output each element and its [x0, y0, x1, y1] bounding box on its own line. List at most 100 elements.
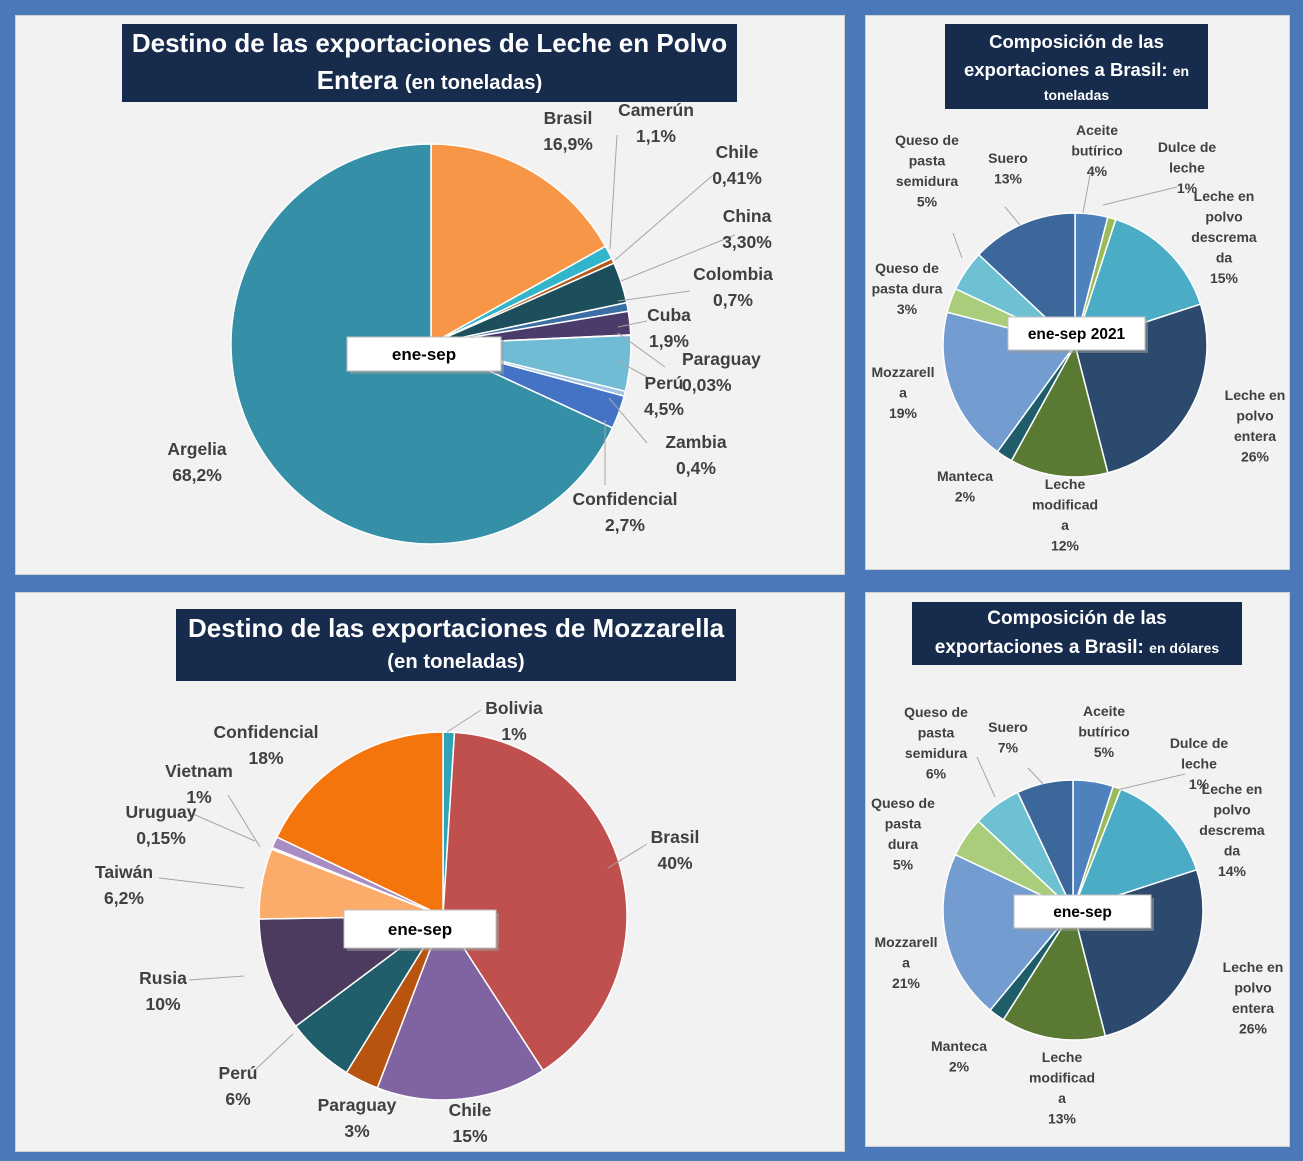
data-label-line: Aceite	[1083, 703, 1125, 719]
title-line-1: Composición de las	[987, 608, 1167, 629]
data-label-line: 4,5%	[644, 399, 684, 419]
data-label-line: 12%	[1051, 538, 1080, 554]
data-label-line: 3%	[897, 301, 918, 317]
leader-line-dulce-de-leche	[1116, 773, 1186, 791]
data-label-line: Dulce de	[1170, 735, 1229, 751]
leader-line-bolivia	[446, 709, 482, 733]
data-label-line: Leche en	[1223, 959, 1284, 975]
data-label-line: 18%	[248, 748, 283, 768]
title-line-2: Entera (en toneladas)	[317, 62, 543, 102]
data-label-line: a	[1061, 517, 1069, 533]
data-label-line: Paraguay	[318, 1095, 397, 1115]
data-label-line: 0,7%	[713, 290, 753, 310]
data-label-dulce-de-leche: Dulce de leche 1%	[1158, 139, 1217, 196]
data-label-line: Perú	[645, 373, 684, 393]
pie-chart-leche-polvo: Brasil 16,9% Camerún 1,1% Chile 0,41% China 3,3…	[167, 100, 773, 545]
data-label-line: Aceite	[1076, 122, 1118, 138]
data-label-camerun: Camerún 1,1%	[618, 100, 694, 146]
data-label-line: da	[1224, 843, 1241, 859]
data-label-line: 0,4%	[676, 458, 716, 478]
data-label-line: Cuba	[647, 305, 691, 325]
data-label-line: a	[899, 385, 907, 401]
leader-line-paraguay	[617, 332, 666, 368]
leader-line-peru	[254, 1033, 294, 1071]
data-label-queso-de-pasta-semidura: Queso de pasta semidura 5%	[895, 132, 959, 210]
data-label-china: China 3,30%	[722, 206, 772, 252]
data-label-rusia: Rusia 10%	[139, 968, 187, 1014]
data-label-leche-en-polvo-descrema-da: Leche en polvo descrema da 14%	[1199, 781, 1265, 879]
data-label-line: 5%	[1094, 744, 1115, 760]
data-label-line: polvo	[1205, 209, 1242, 225]
data-label-suero: Suero 7%	[988, 719, 1028, 756]
data-label-line: Confidencial	[213, 722, 318, 742]
data-label-line: Zambia	[665, 432, 727, 452]
data-label-line: modificad	[1032, 497, 1098, 513]
data-label-line: Colombia	[693, 264, 773, 284]
data-label-chile: Chile 0,41%	[712, 142, 762, 188]
data-label-paraguay: Paraguay 0,03%	[682, 349, 761, 395]
data-label-line: 1,1%	[636, 126, 676, 146]
data-label-dulce-de-leche: Dulce de leche 1%	[1170, 735, 1229, 792]
data-label-manteca: Manteca 2%	[931, 1038, 987, 1075]
data-label-line: pasta	[918, 725, 955, 741]
data-label-line: descrema	[1191, 229, 1257, 245]
data-label-suero: Suero 13%	[988, 150, 1028, 187]
chart-title-leche-polvo: Destino de las exportaciones de Leche en…	[122, 24, 737, 102]
data-label-line: a	[902, 955, 910, 971]
data-label-line: Vietnam	[165, 761, 233, 781]
data-label-queso-de-pasta-dura: Queso de pasta dura 5%	[871, 795, 935, 873]
data-label-line: Argelia	[167, 439, 227, 459]
pie-chart-brasil-toneladas: Aceite butírico 4%Dulce de leche 1%Leche en p…	[871, 122, 1286, 554]
leader-line-vietnam	[227, 794, 261, 848]
data-label-line: Manteca	[931, 1038, 987, 1054]
data-label-vietnam: Vietnam 1%	[165, 761, 233, 807]
data-label-line: Brasil	[544, 108, 593, 128]
pie-slice-suero	[1016, 779, 1074, 911]
data-label-line: Brasil	[651, 827, 700, 847]
data-label-brasil: Brasil 40%	[651, 827, 700, 873]
data-label-line: Mozzarell	[871, 364, 934, 380]
title-line-2: exportaciones a Brasil: en dólares	[935, 633, 1219, 663]
data-label-mozzarell-a: Mozzarell a 19%	[871, 364, 934, 421]
data-label-line: entera	[1234, 428, 1276, 444]
data-label-line: 21%	[892, 975, 921, 991]
data-label-line: Perú	[219, 1063, 258, 1083]
data-label-zambia: Zambia 0,4%	[665, 432, 727, 478]
data-label-line: Suero	[988, 719, 1028, 735]
data-label-line: 2%	[955, 489, 976, 505]
data-label-line: 40%	[657, 853, 692, 873]
data-label-line: 6%	[225, 1089, 251, 1109]
data-label-line: 7%	[998, 740, 1019, 756]
data-label-line: 13%	[994, 171, 1023, 187]
data-label-line: butírico	[1078, 724, 1129, 740]
data-label-line: 68,2%	[172, 465, 222, 485]
data-label-line: pasta	[909, 153, 946, 169]
data-label-confidencial: Confidencial 2,7%	[572, 489, 677, 535]
data-label-line: Leche en	[1194, 188, 1255, 204]
leader-line-cuba	[617, 320, 648, 328]
leader-line-peru	[617, 360, 648, 378]
data-label-line: China	[723, 206, 772, 226]
data-label-argelia: Argelia 68,2%	[167, 439, 227, 485]
title-line-1: Composición de las	[989, 31, 1164, 52]
pie-slice-brasil	[430, 143, 607, 346]
period-label: ene-sep	[392, 345, 456, 364]
pie-chart-brasil-dolares: Aceite butírico 5%Dulce de leche 1%Leche en p…	[871, 703, 1284, 1127]
data-label-line: semidura	[905, 745, 967, 761]
data-label-line: 26%	[1241, 449, 1270, 465]
leader-line-china	[620, 234, 736, 282]
period-box	[1013, 894, 1152, 929]
data-label-line: a	[1058, 1090, 1066, 1106]
panel-mozzarella: Destino de las exportaciones de Mozzarel…	[15, 592, 845, 1152]
leader-line-camerun	[609, 134, 618, 250]
panel-leche-polvo: Destino de las exportaciones de Leche en…	[15, 15, 845, 575]
data-label-leche-modificad-a: Leche modificad a 13%	[1029, 1049, 1095, 1127]
period-box	[346, 336, 502, 372]
data-label-leche-modificad-a: Leche modificad a 12%	[1032, 476, 1098, 554]
data-label-line: Rusia	[139, 968, 187, 988]
data-label-leche-en-polvo-entera: Leche en polvo entera 26%	[1225, 387, 1286, 465]
data-label-bolivia: Bolivia 1%	[485, 698, 543, 744]
data-label-line: butírico	[1071, 143, 1122, 159]
data-label-line: Queso de	[875, 260, 939, 276]
